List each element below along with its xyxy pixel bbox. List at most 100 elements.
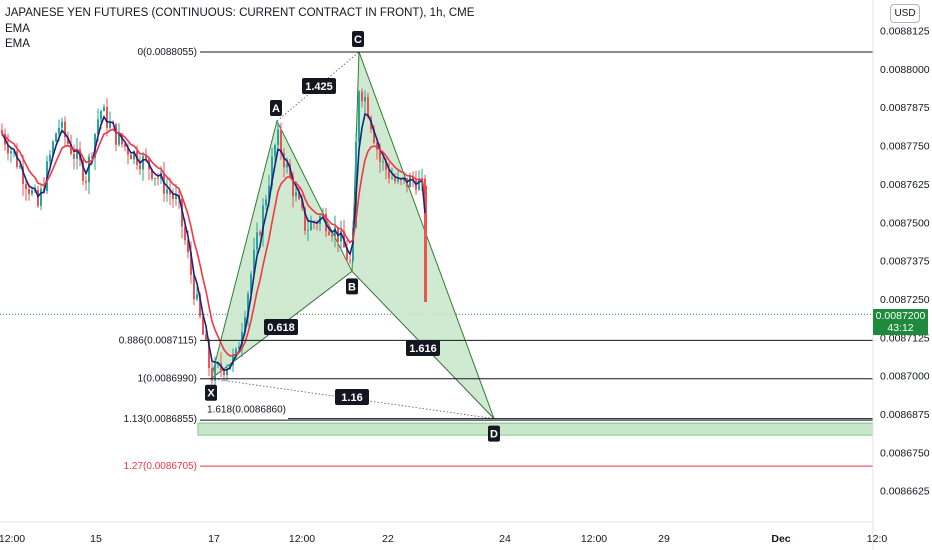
candle-body — [304, 207, 306, 231]
candle-body — [394, 178, 396, 182]
candle-body — [49, 154, 51, 162]
candle-body — [253, 249, 255, 275]
price-tick-label: 0.0087875 — [880, 102, 930, 114]
candle-body — [139, 164, 141, 170]
time-tick-label: Dec — [771, 533, 790, 545]
candle-body — [190, 252, 192, 275]
candle-body — [199, 294, 201, 317]
candle-body — [361, 91, 363, 102]
candle-body — [364, 96, 366, 102]
candle-body — [97, 119, 99, 135]
candle-body — [1, 130, 3, 134]
candle-body — [259, 232, 261, 235]
candle-body — [214, 363, 216, 381]
point-label-c: C — [354, 34, 362, 46]
price-tick-label: 0.0088125 — [880, 26, 930, 38]
ratio-label-ac: 1.425 — [305, 81, 333, 93]
time-tick-label: 12:00 — [581, 533, 607, 545]
candle-body — [115, 123, 117, 145]
time-tick-label: 15 — [90, 533, 102, 545]
candle-body — [61, 121, 63, 128]
candle-body — [157, 177, 159, 179]
price-tick-label: 0.0088000 — [880, 64, 930, 76]
price-axis: 0.0088125 0.0088000 0.0087875 0.0087750 0.00… — [872, 0, 930, 550]
price-tick-label: 0.0086875 — [880, 409, 930, 421]
candle-body — [118, 133, 120, 145]
candle-body — [226, 369, 228, 375]
last-price-tag: 0.0087200 43:12 — [873, 309, 928, 335]
candle-body — [286, 163, 288, 168]
fib-level-label: 1.618(0.0086860) — [207, 405, 286, 416]
point-label-a: A — [272, 103, 280, 115]
point-label-b: B — [348, 281, 356, 293]
candle-body — [223, 370, 225, 375]
time-tick-label: 12:00 — [0, 533, 25, 545]
candle-body — [292, 176, 294, 197]
candle-body — [73, 153, 75, 159]
ratio-label-xd-box — [335, 389, 369, 405]
candle-body — [274, 145, 276, 157]
candle-body — [412, 176, 414, 181]
candle-body — [310, 222, 312, 231]
candle-body — [106, 106, 108, 128]
fib-level-label: 1.27(0.0086705) — [124, 461, 197, 472]
candle-body — [58, 127, 60, 134]
candle-body — [13, 151, 15, 153]
candle-body — [409, 176, 411, 188]
chart-title: JAPANESE YEN FUTURES (CONTINUOUS: CURREN… — [5, 7, 475, 19]
candle-body — [109, 122, 111, 128]
candle-body — [85, 180, 87, 183]
candle-body — [172, 194, 174, 200]
candle-body — [16, 151, 18, 167]
candle-body — [202, 316, 204, 335]
candle-body — [64, 121, 66, 138]
candle-body — [205, 334, 207, 341]
ratio-label-bd-box — [406, 340, 440, 356]
time-axis: 12:00 15 17 12:00 22 24 12:00 29 Dec 12:0 — [0, 521, 887, 545]
currency-button[interactable]: USD — [890, 4, 920, 23]
candle-body — [298, 192, 300, 200]
candle-body — [400, 179, 402, 181]
candle-body — [346, 247, 348, 261]
price-tick-label: 0.0087000 — [880, 371, 930, 383]
fib-level-label: 0(0.0088055) — [138, 47, 198, 58]
price-tick-label: 0.0087500 — [880, 217, 930, 229]
candle-body — [211, 367, 213, 381]
candle-body — [367, 96, 369, 118]
candle-body — [328, 231, 330, 235]
candle-body — [256, 232, 258, 250]
candle-body — [175, 195, 177, 200]
prz-rectangle — [197, 422, 874, 436]
pattern-triangle-bcd — [351, 51, 495, 419]
ratio-label-ac-box — [302, 78, 336, 94]
candle-body — [244, 317, 246, 332]
time-tick-label: 12:00 — [289, 533, 315, 545]
indicator-ema-2[interactable]: EMA — [5, 38, 30, 50]
candle-body — [340, 231, 342, 242]
ratio-line-xd — [210, 378, 495, 419]
candle-body — [76, 149, 78, 159]
time-tick-label: 17 — [208, 533, 220, 545]
candle-body — [235, 348, 237, 355]
candle-body — [193, 274, 195, 300]
point-label-d: D — [490, 429, 498, 441]
candle-body — [418, 179, 420, 190]
candle-body — [208, 340, 210, 368]
candle-body — [52, 141, 54, 155]
candle-body — [184, 226, 186, 241]
candle-body — [103, 106, 105, 112]
time-tick-label: 24 — [499, 533, 511, 545]
candle-body — [19, 166, 21, 168]
candle-body — [349, 260, 351, 262]
candle-body — [331, 234, 333, 237]
candle-body — [100, 111, 102, 120]
candle-body — [280, 129, 282, 153]
time-tick-label: 29 — [658, 533, 670, 545]
candle-body — [166, 189, 168, 194]
indicator-ema-1[interactable]: EMA — [5, 23, 30, 35]
candle-body — [232, 354, 234, 366]
ratio-label-xd: 1.16 — [341, 392, 362, 404]
candle-body — [271, 156, 273, 186]
candle-body — [334, 227, 336, 237]
